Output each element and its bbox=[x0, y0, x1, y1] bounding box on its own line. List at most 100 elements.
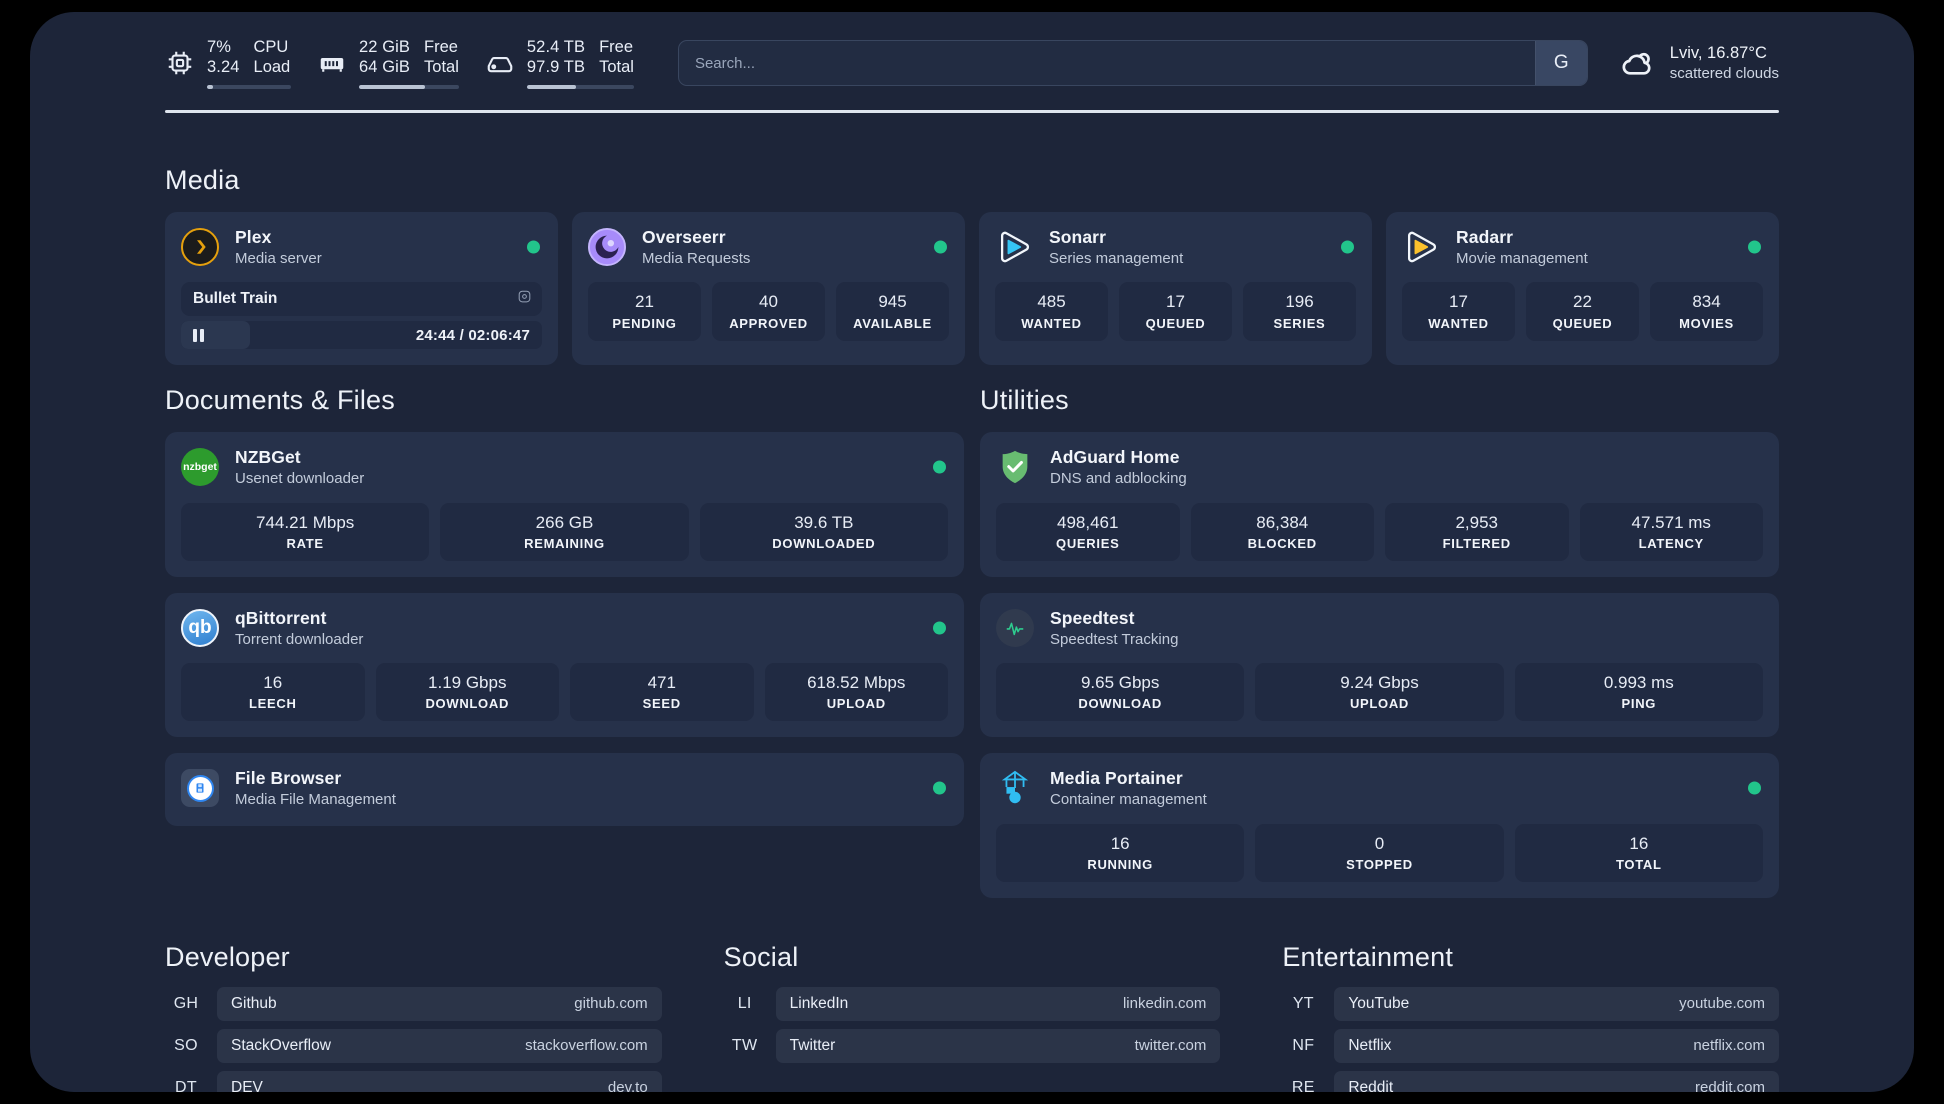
section-title-documents: Documents & Files bbox=[165, 385, 395, 416]
bookmark-name: YouTube bbox=[1348, 994, 1410, 1012]
service-card-file-browser[interactable]: File Browser Media File Management bbox=[165, 753, 964, 826]
portainer-icon bbox=[996, 769, 1034, 807]
bookmark-item-twitter[interactable]: TW Twitter twitter.com bbox=[724, 1028, 1221, 1063]
stat-label: WANTED bbox=[1428, 315, 1489, 331]
bookmark-link[interactable]: Reddit reddit.com bbox=[1334, 1070, 1780, 1092]
bookmark-item-stackoverflow[interactable]: SO StackOverflow stackoverflow.com bbox=[165, 1028, 662, 1063]
plex-now-playing-bar: Bullet Train bbox=[181, 282, 542, 317]
stat-label: MOVIES bbox=[1679, 315, 1734, 331]
service-card-plex[interactable]: Plex Media server Bullet Train bbox=[165, 212, 558, 366]
sonarr-status-badge bbox=[1341, 240, 1354, 254]
service-card-nzbget[interactable]: nzbget NZBGet Usenet downloader 744.21 M… bbox=[165, 432, 964, 577]
bookmarks-section: Developer GH Github github.com SO StackO… bbox=[165, 941, 1780, 1092]
bookmark-link[interactable]: StackOverflow stackoverflow.com bbox=[217, 1028, 662, 1063]
media-card-row: Plex Media server Bullet Train bbox=[165, 212, 1779, 366]
stat-value: 1.19 Gbps bbox=[428, 673, 507, 692]
speedtest-name: Speedtest bbox=[1050, 607, 1135, 628]
disk-total-value: 97.9 TB bbox=[526, 58, 586, 77]
stat-value: 40 bbox=[759, 292, 778, 312]
stat-value: 266 GB bbox=[535, 512, 594, 532]
search-provider-button[interactable]: G bbox=[1534, 41, 1587, 85]
stat-label: RATE bbox=[286, 535, 324, 551]
stat-value: 498,461 bbox=[1057, 512, 1119, 532]
bookmark-url: reddit.com bbox=[1694, 1079, 1766, 1092]
bookmark-link[interactable]: Twitter twitter.com bbox=[775, 1028, 1221, 1063]
cpu-icon bbox=[165, 48, 195, 78]
qbittorrent-subtitle: Torrent downloader bbox=[235, 630, 364, 648]
stat-label: BLOCKED bbox=[1247, 535, 1317, 551]
bookmark-link[interactable]: LinkedIn linkedin.com bbox=[775, 986, 1221, 1021]
stat-value: 0.993 ms bbox=[1603, 673, 1674, 692]
bookmark-link[interactable]: Github github.com bbox=[217, 986, 662, 1021]
pause-icon[interactable] bbox=[193, 328, 204, 342]
service-card-media-portainer[interactable]: Media Portainer Container management 16 … bbox=[980, 753, 1779, 898]
radarr-name: Radarr bbox=[1456, 227, 1514, 247]
bookmark-item-youtube[interactable]: YT YouTube youtube.com bbox=[1282, 986, 1780, 1021]
file-browser-status-badge bbox=[933, 781, 946, 795]
cloud-icon bbox=[1618, 44, 1656, 82]
stat-item: 47.571 ms LATENCY bbox=[1579, 502, 1763, 561]
bookmark-name: Twitter bbox=[789, 1036, 836, 1054]
bookmark-item-linkedin[interactable]: LI LinkedIn linkedin.com bbox=[724, 986, 1221, 1021]
portainer-status-badge bbox=[1748, 781, 1761, 795]
service-card-radarr[interactable]: Radarr Movie management 17 WANTED 22 QUE… bbox=[1386, 212, 1779, 366]
bookmark-abbr: DT bbox=[175, 1078, 197, 1092]
radarr-status-badge bbox=[1748, 240, 1761, 254]
file-browser-subtitle: Media File Management bbox=[235, 791, 396, 808]
stat-item: 9.65 Gbps DOWNLOAD bbox=[996, 663, 1245, 722]
weather-widget[interactable]: Lviv, 16.87°C scattered clouds bbox=[1618, 42, 1779, 85]
stat-item: 618.52 Mbps UPLOAD bbox=[764, 663, 948, 722]
speedtest-subtitle: Speedtest Tracking bbox=[1050, 630, 1179, 648]
bookmark-item-netflix[interactable]: NF Netflix netflix.com bbox=[1282, 1028, 1780, 1063]
disk-label-bottom: Total bbox=[599, 58, 634, 77]
stat-item: 16 TOTAL bbox=[1514, 823, 1763, 882]
bookmark-link[interactable]: YouTube youtube.com bbox=[1334, 986, 1780, 1021]
adguard-name: AdGuard Home bbox=[1050, 447, 1180, 468]
bookmark-name: Netflix bbox=[1348, 1036, 1392, 1054]
service-card-adguard[interactable]: AdGuard Home DNS and adblocking 498,461 … bbox=[980, 432, 1779, 577]
bookmark-item-github[interactable]: GH Github github.com bbox=[165, 986, 662, 1021]
bookmark-link[interactable]: Netflix netflix.com bbox=[1334, 1028, 1780, 1063]
stat-value: 47.571 ms bbox=[1631, 512, 1711, 532]
bookmark-item-reddit[interactable]: RE Reddit reddit.com bbox=[1282, 1070, 1780, 1092]
sonarr-subtitle: Series management bbox=[1049, 249, 1184, 267]
memory-widget[interactable]: 22 GiB 64 GiB Free Total bbox=[317, 37, 459, 90]
stat-item: 9.24 Gbps UPLOAD bbox=[1255, 663, 1504, 722]
stat-item: 17 QUEUED bbox=[1119, 282, 1232, 341]
bookmark-group-developer: Developer GH Github github.com SO StackO… bbox=[165, 942, 662, 1092]
radarr-icon bbox=[1402, 228, 1440, 266]
bookmark-item-dev[interactable]: DT DEV dev.to bbox=[165, 1070, 662, 1092]
bookmark-group-entertainment: Entertainment YT YouTube youtube.com NF … bbox=[1282, 941, 1780, 1092]
speedtest-stats: 9.65 Gbps DOWNLOAD 9.24 Gbps UPLOAD 0.99… bbox=[996, 663, 1763, 722]
cpu-widget[interactable]: 7% 3.24 CPU Load bbox=[165, 37, 291, 90]
stat-item: 834 MOVIES bbox=[1650, 282, 1763, 341]
service-card-speedtest[interactable]: Speedtest Speedtest Tracking 9.65 Gbps D… bbox=[980, 592, 1779, 738]
stat-label: QUERIES bbox=[1056, 535, 1120, 551]
stat-value: 39.6 TB bbox=[794, 512, 854, 532]
search-box[interactable]: G bbox=[677, 40, 1588, 86]
bookmark-abbr: SO bbox=[174, 1036, 198, 1054]
disk-widget[interactable]: 52.4 TB 97.9 TB Free Total bbox=[485, 37, 634, 90]
memory-total-value: 64 GiB bbox=[359, 58, 411, 77]
service-card-overseerr[interactable]: Overseerr Media Requests 21 PENDING 40 A… bbox=[572, 212, 965, 366]
service-card-sonarr[interactable]: Sonarr Series management 485 WANTED 17 Q… bbox=[979, 212, 1372, 366]
stat-label: PING bbox=[1621, 696, 1657, 712]
stat-label: RUNNING bbox=[1087, 856, 1153, 872]
stat-value: 86,384 bbox=[1256, 512, 1309, 532]
search-input[interactable] bbox=[678, 41, 1535, 85]
service-card-qbittorrent[interactable]: qb qBittorrent Torrent downloader 16 LEE… bbox=[165, 592, 964, 738]
stat-value: 9.24 Gbps bbox=[1340, 673, 1419, 692]
stat-item: 22 QUEUED bbox=[1526, 282, 1639, 341]
bookmark-link[interactable]: DEV dev.to bbox=[217, 1070, 662, 1092]
bookmark-url: github.com bbox=[574, 995, 648, 1013]
stat-item: 40 APPROVED bbox=[712, 282, 825, 341]
bookmark-group-title: Entertainment bbox=[1282, 941, 1454, 972]
stat-label: SEED bbox=[642, 696, 681, 712]
header-divider bbox=[165, 110, 1779, 113]
bookmark-abbr: NF bbox=[1292, 1036, 1315, 1054]
stat-value: 196 bbox=[1285, 292, 1314, 312]
stat-label: LATENCY bbox=[1638, 535, 1704, 551]
gear-icon[interactable] bbox=[517, 289, 532, 309]
bookmark-url: netflix.com bbox=[1693, 1037, 1766, 1055]
plex-progress-bar[interactable]: 24:44 / 02:06:47 bbox=[181, 321, 542, 350]
